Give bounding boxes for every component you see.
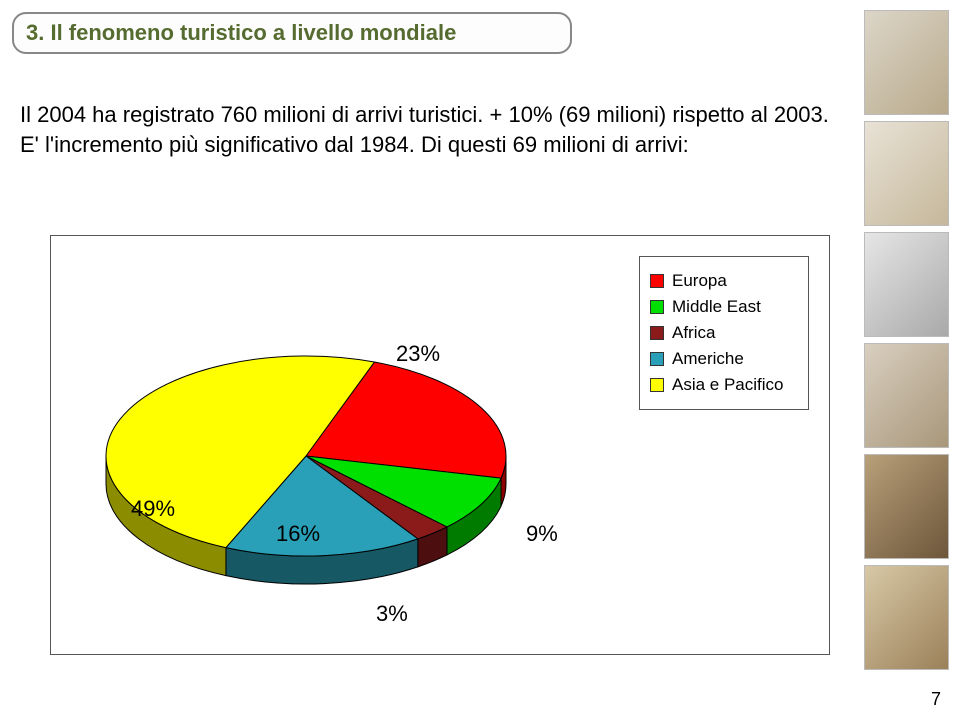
decorative-thumb [864,343,949,448]
legend-swatch [650,378,664,392]
legend-label: Africa [672,323,715,343]
decorative-thumb [864,565,949,670]
legend-item: Americhe [650,349,798,369]
legend-swatch [650,274,664,288]
decorative-thumb [864,232,949,337]
pie-chart-frame: 23% 9% 3% 16% 49% Europa Middle East Afr… [50,235,830,655]
body-paragraph: Il 2004 ha registrato 760 milioni di arr… [20,100,840,159]
section-title: 3. Il fenomeno turistico a livello mondi… [26,20,456,45]
legend-label: Europa [672,271,727,291]
legend-label: Middle East [672,297,761,317]
legend-item: Africa [650,323,798,343]
decorative-thumb [864,454,949,559]
slice-label-mideast: 9% [526,521,558,547]
pie-chart: 23% 9% 3% 16% 49% Europa Middle East Afr… [51,236,829,654]
section-title-box: 3. Il fenomeno turistico a livello mondi… [12,12,572,54]
legend-swatch [650,326,664,340]
decorative-image-strip [864,10,949,670]
page-number: 7 [931,689,941,710]
pie-svg [81,326,531,626]
legend-item: Europa [650,271,798,291]
decorative-thumb [864,121,949,226]
body-paragraph-text: Il 2004 ha registrato 760 milioni di arr… [20,102,829,157]
decorative-thumb [864,10,949,115]
chart-legend: Europa Middle East Africa Americhe Asia … [639,256,809,410]
legend-label: Americhe [672,349,744,369]
slide-page: 3. Il fenomeno turistico a livello mondi… [0,0,959,720]
legend-item: Asia e Pacifico [650,375,798,395]
slice-label-americhe: 16% [276,521,320,547]
legend-swatch [650,300,664,314]
legend-swatch [650,352,664,366]
slice-label-asia: 49% [131,496,175,522]
slice-label-europa: 23% [396,341,440,367]
legend-label: Asia e Pacifico [672,375,784,395]
legend-item: Middle East [650,297,798,317]
slice-label-africa: 3% [376,601,408,627]
